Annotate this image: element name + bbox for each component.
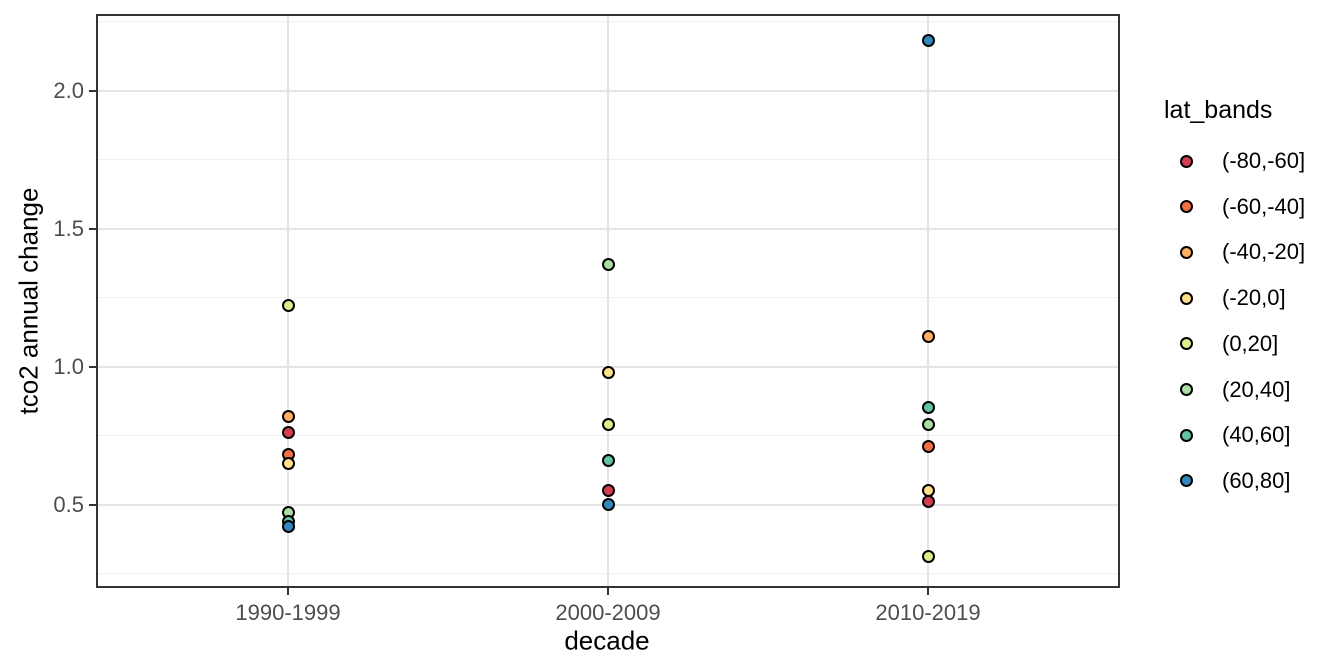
x-tick-label: 2000-2009 — [555, 600, 661, 625]
y-axis-title: tco2 annual change — [13, 187, 44, 415]
data-point — [601, 417, 615, 431]
gridline-major-vertical — [607, 14, 609, 588]
x-tick-label: 1990-1999 — [235, 600, 341, 625]
x-tick-label: 2010-2019 — [875, 600, 981, 625]
legend-item-label: (40,60] — [1222, 422, 1291, 448]
legend-key-dot — [1180, 245, 1193, 259]
data-point — [601, 498, 615, 511]
legend-key-dot — [1180, 200, 1193, 214]
legend-key-dot — [1180, 291, 1193, 305]
y-tick-mark — [89, 89, 96, 92]
legend-item-label: (-20,0] — [1222, 285, 1286, 311]
legend-item-label: (-40,-20] — [1222, 239, 1306, 265]
y-tick-label: 2.0 — [53, 77, 84, 103]
data-point — [281, 299, 295, 313]
data-point — [921, 495, 935, 509]
data-point — [921, 550, 935, 564]
data-point — [601, 484, 615, 498]
data-point — [921, 417, 935, 431]
x-axis-title: decade — [564, 625, 650, 656]
y-tick-label: 1.5 — [53, 215, 84, 241]
legend-title: lat_bands — [1164, 96, 1273, 124]
legend-key-dot — [1180, 337, 1193, 351]
data-point — [601, 365, 615, 379]
legend-key-dot — [1180, 383, 1193, 396]
y-tick-label: 0.5 — [53, 491, 84, 517]
y-tick-mark — [89, 227, 96, 230]
y-tick-mark — [89, 503, 96, 506]
x-tick-mark — [927, 588, 929, 595]
y-tick-label: 1.0 — [53, 353, 84, 379]
data-point — [281, 520, 295, 534]
data-point — [921, 440, 935, 454]
data-point — [281, 426, 295, 440]
data-point — [921, 329, 935, 343]
data-point — [601, 257, 615, 271]
legend-key-dot — [1180, 154, 1193, 168]
data-point — [281, 409, 295, 423]
legend-item-label: (60,80] — [1222, 467, 1291, 493]
data-point — [281, 456, 295, 470]
x-tick-mark — [287, 588, 289, 595]
legend-item-label: (-60,-40] — [1222, 193, 1306, 219]
legend-key-dot — [1180, 428, 1193, 442]
data-point — [921, 401, 935, 415]
data-point — [601, 453, 615, 467]
data-point — [921, 34, 935, 48]
legend-item-label: (20,40] — [1222, 376, 1291, 402]
legend-key-dot — [1180, 474, 1193, 488]
y-tick-mark — [89, 365, 96, 368]
legend-item-label: (0,20] — [1222, 330, 1279, 356]
legend-item-label: (-80,-60] — [1222, 148, 1306, 173]
gridline-major-vertical — [927, 14, 929, 588]
x-tick-mark — [607, 588, 609, 595]
